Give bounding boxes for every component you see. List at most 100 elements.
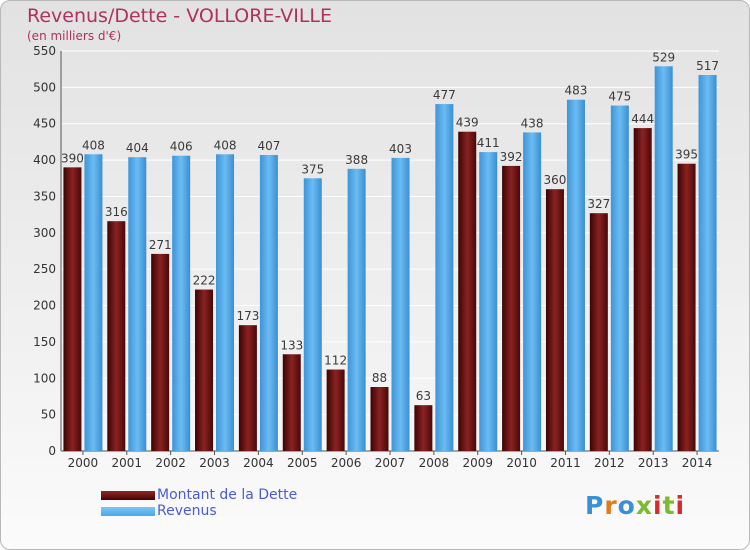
data-label: 444 xyxy=(631,112,654,126)
x-tick-label: 2009 xyxy=(462,456,493,470)
x-tick-label: 2006 xyxy=(331,456,362,470)
y-tick-label: 300 xyxy=(33,226,56,240)
y-tick-label: 100 xyxy=(33,371,56,385)
data-label: 316 xyxy=(105,205,128,219)
x-tick-label: 2010 xyxy=(506,456,537,470)
logo-letter: x xyxy=(635,491,653,520)
chart-subtitle: (en milliers d'€) xyxy=(27,29,122,43)
bar-revenue xyxy=(347,168,366,451)
chart-title: Revenus/Dette - VOLLORE-VILLE xyxy=(27,5,332,27)
data-label: 395 xyxy=(675,148,698,162)
legend-label-revenue: Revenus xyxy=(157,503,217,519)
x-tick-label: 2005 xyxy=(287,456,318,470)
bar-debt xyxy=(414,405,433,451)
data-label: 390 xyxy=(61,151,84,165)
data-label: 438 xyxy=(521,116,544,130)
x-tick-label: 2013 xyxy=(638,456,669,470)
x-tick-label: 2003 xyxy=(199,456,230,470)
data-label: 133 xyxy=(280,338,303,352)
y-tick-label: 250 xyxy=(33,262,56,276)
x-tick-label: 2014 xyxy=(682,456,713,470)
data-label: 439 xyxy=(456,116,479,130)
data-label: 529 xyxy=(652,50,675,64)
y-tick-label: 450 xyxy=(33,117,56,131)
bar-revenue xyxy=(610,105,629,451)
data-label: 477 xyxy=(433,88,456,102)
bar-debt xyxy=(633,128,652,451)
bar-revenue xyxy=(391,157,410,451)
data-label: 222 xyxy=(193,274,216,288)
bar-revenue xyxy=(566,99,585,452)
y-tick-label: 50 xyxy=(41,408,56,422)
bar-debt xyxy=(589,213,608,451)
bar-revenue xyxy=(303,178,322,452)
x-tick-label: 2001 xyxy=(112,456,143,470)
proxiti-logo: Proxiti xyxy=(585,491,685,520)
y-tick-label: 400 xyxy=(33,153,56,167)
bar-debt xyxy=(502,165,521,451)
x-tick-label: 2012 xyxy=(594,456,625,470)
legend-label-debt: Montant de la Dette xyxy=(157,487,298,503)
data-label: 483 xyxy=(565,84,588,98)
x-tick-label: 2007 xyxy=(375,456,406,470)
data-label: 408 xyxy=(214,138,237,152)
data-label: 63 xyxy=(416,389,431,403)
data-label: 271 xyxy=(149,238,172,252)
legend-swatch-revenue xyxy=(101,507,155,516)
data-label: 375 xyxy=(301,162,324,176)
data-label: 88 xyxy=(372,371,387,385)
logo-letter: i xyxy=(653,491,663,520)
logo-letter: t xyxy=(662,491,676,520)
x-tick-label: 2004 xyxy=(243,456,274,470)
logo-letter: o xyxy=(617,491,636,520)
bar-debt xyxy=(195,289,214,451)
bar-revenue xyxy=(523,132,542,452)
bar-revenue xyxy=(172,155,191,451)
y-tick-label: 150 xyxy=(33,335,56,349)
bar-revenue xyxy=(479,152,498,451)
data-label: 327 xyxy=(587,197,610,211)
bar-revenue xyxy=(654,66,673,451)
bar-revenue xyxy=(84,154,103,452)
bar-revenue xyxy=(698,75,717,451)
x-tick-label: 2000 xyxy=(68,456,99,470)
y-tick-label: 550 xyxy=(33,44,56,58)
data-label: 408 xyxy=(82,138,105,152)
bar-debt xyxy=(107,221,126,451)
data-label: 411 xyxy=(477,136,500,150)
bar-debt xyxy=(370,387,389,451)
bar-revenue xyxy=(259,155,278,451)
logo-letter: P xyxy=(585,491,605,520)
logo-letter: r xyxy=(604,491,618,520)
data-label: 173 xyxy=(236,309,259,323)
bar-debt xyxy=(282,354,301,451)
data-label: 475 xyxy=(608,90,631,104)
logo-letter: i xyxy=(675,491,686,520)
y-tick-label: 500 xyxy=(33,80,56,94)
data-label: 406 xyxy=(170,140,193,154)
bar-revenue xyxy=(128,157,147,451)
data-label: 360 xyxy=(544,173,567,187)
y-tick-label: 350 xyxy=(33,189,56,203)
bar-debt xyxy=(458,131,477,451)
data-label: 112 xyxy=(324,354,347,368)
bar-debt xyxy=(238,325,257,451)
legend-swatch-debt xyxy=(101,491,155,500)
data-label: 403 xyxy=(389,142,412,156)
data-label: 392 xyxy=(500,150,523,164)
bar-debt xyxy=(151,253,170,451)
data-label: 388 xyxy=(345,153,368,167)
y-tick-label: 200 xyxy=(33,299,56,313)
x-tick-label: 2008 xyxy=(419,456,450,470)
x-tick-label: 2002 xyxy=(155,456,186,470)
bar-revenue xyxy=(216,154,235,452)
bar-debt xyxy=(63,167,82,451)
data-label: 404 xyxy=(126,141,149,155)
data-label: 517 xyxy=(696,59,719,73)
y-tick-label: 0 xyxy=(48,444,56,458)
bar-debt xyxy=(677,163,696,451)
bar-revenue xyxy=(435,104,454,451)
bar-debt xyxy=(545,189,564,451)
